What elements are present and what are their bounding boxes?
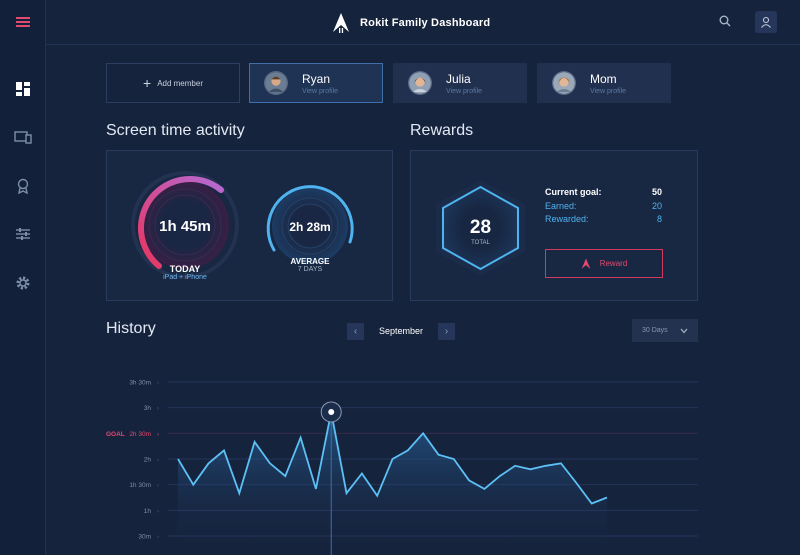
- rewards-badge-icon[interactable]: [13, 176, 33, 196]
- earned-label: Earned:: [545, 201, 577, 211]
- y-tick-marker: ›: [157, 406, 159, 412]
- member-name: Mom: [590, 71, 617, 86]
- y-tick-label: 1h 30m: [129, 482, 151, 489]
- y-tick-marker: ›: [157, 432, 159, 438]
- y-tick-marker: ›: [157, 535, 159, 541]
- today-ring: 1h 45m: [131, 171, 239, 279]
- add-member-label: Add member: [157, 78, 203, 88]
- average-value: 2h 28m: [289, 220, 330, 234]
- current-goal-value: 50: [651, 187, 662, 197]
- y-tick-marker: ›: [157, 483, 159, 489]
- avatar: [264, 71, 288, 95]
- user-icon: [761, 16, 771, 28]
- avatar: [408, 71, 432, 95]
- reward-button[interactable]: Reward: [545, 249, 663, 278]
- chevron-left-icon: ‹: [353, 326, 358, 337]
- y-tick-marker: ›: [157, 381, 159, 387]
- earned-value: 20: [651, 201, 662, 211]
- member-card-julia[interactable]: Julia View profile: [393, 63, 527, 103]
- chart-series-line: [177, 411, 608, 505]
- history-title: History: [106, 320, 156, 337]
- member-card-ryan[interactable]: Ryan View profile: [249, 63, 383, 103]
- rewarded-row: Rewarded: 8: [545, 214, 662, 224]
- chevron-down-icon: [680, 328, 688, 333]
- reward-button-label: Reward: [599, 259, 628, 268]
- y-tick-label: 3h: [144, 405, 152, 412]
- view-profile-link[interactable]: View profile: [302, 87, 339, 95]
- y-tick-label: 2h 30m: [129, 431, 151, 438]
- range-value: 30 Days: [642, 327, 668, 334]
- app-title: Rokit Family Dashboard: [360, 17, 491, 29]
- brand: Rokit Family Dashboard: [332, 12, 490, 34]
- goal-label: GOAL: [106, 431, 125, 438]
- chart-area: [178, 411, 607, 555]
- range-dropdown[interactable]: 30 Days: [632, 319, 698, 342]
- member-name: Ryan: [302, 71, 331, 86]
- earned-row: Earned: 20: [545, 201, 662, 211]
- rewards-total-hexagon: 28 TOTAL: [436, 180, 525, 276]
- y-tick-marker: ›: [157, 509, 159, 515]
- y-tick-label: 1h: [144, 508, 152, 515]
- selected-point[interactable]: [328, 408, 335, 415]
- y-tick-label: 3h 30m: [129, 380, 151, 387]
- screen-time-title: Screen time activity: [106, 122, 245, 139]
- month-label: September: [379, 326, 424, 336]
- today-label: TODAY: [169, 264, 201, 274]
- rokit-logo-icon: [333, 13, 349, 33]
- average-label: AVERAGE: [290, 257, 330, 266]
- rewards-total-label: TOTAL: [471, 240, 490, 246]
- view-profile-link[interactable]: View profile: [446, 87, 483, 95]
- next-month-button[interactable]: ›: [438, 323, 455, 340]
- today-value: 1h 45m: [159, 218, 211, 235]
- rewarded-label: Rewarded:: [545, 214, 589, 224]
- average-ring: 2h 28m: [266, 185, 354, 264]
- average-period: 7 DAYS: [297, 266, 323, 273]
- filters-icon[interactable]: [13, 224, 33, 244]
- menu-icon[interactable]: [13, 12, 33, 32]
- current-goal-label: Current goal:: [545, 187, 602, 197]
- user-account-button[interactable]: [755, 11, 777, 33]
- dashboard-icon[interactable]: [13, 79, 33, 99]
- search-icon: [719, 15, 731, 27]
- view-profile-link[interactable]: View profile: [590, 87, 627, 95]
- avatar: [552, 71, 576, 95]
- rokit-logo-icon: [581, 258, 591, 269]
- y-tick-label: 2h: [144, 457, 152, 464]
- today-labels: TODAY iPad + iPhone: [145, 264, 225, 281]
- rewards-title: Rewards: [410, 122, 474, 139]
- sidebar: [0, 0, 46, 555]
- today-devices: iPad + iPhone: [163, 274, 207, 281]
- rewards-total-value: 28: [470, 217, 491, 238]
- member-card-mom[interactable]: Mom View profile: [537, 63, 671, 103]
- add-member-button[interactable]: + Add member: [106, 63, 240, 103]
- y-tick-label: 30m: [138, 534, 151, 541]
- settings-gear-icon[interactable]: [13, 273, 33, 293]
- devices-icon[interactable]: [13, 127, 33, 147]
- history-chart: 3h 30m › 3h › 2h 30m › GOAL 2h › 1h 30m › 1h › 30m ›: [106, 380, 698, 555]
- previous-month-button[interactable]: ‹: [347, 323, 364, 340]
- y-tick-marker: ›: [157, 458, 159, 464]
- chevron-right-icon: ›: [444, 326, 449, 337]
- plus-icon: +: [143, 75, 152, 91]
- average-labels: AVERAGE 7 DAYS: [270, 257, 350, 273]
- top-bar: [46, 0, 800, 45]
- member-name: Julia: [446, 71, 471, 86]
- search-button[interactable]: [718, 14, 734, 30]
- current-goal-row: Current goal: 50: [545, 187, 662, 197]
- rewarded-value: 8: [656, 214, 662, 224]
